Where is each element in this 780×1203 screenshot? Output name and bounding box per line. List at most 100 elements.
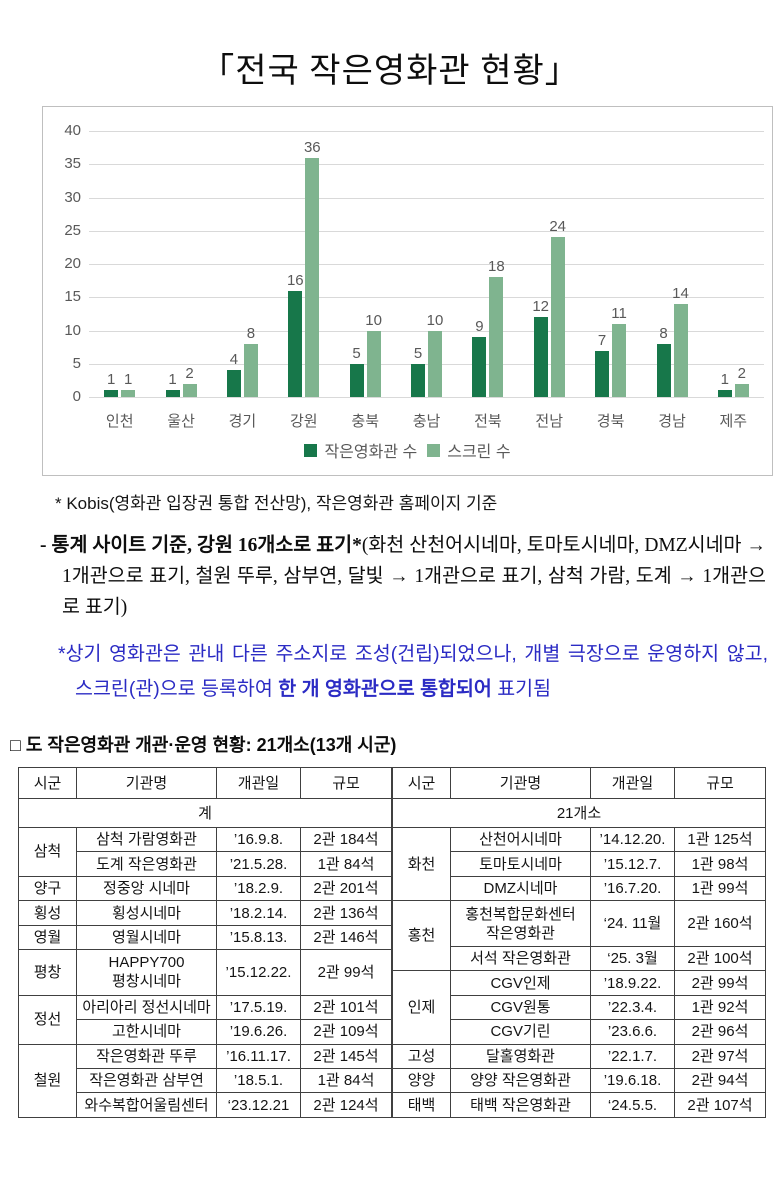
name-cell: 양양 작은영화관 [450,1068,591,1094]
chart-bar [550,237,565,397]
chart-bar [104,390,119,397]
y-axis-label: 5 [72,354,81,372]
registration-note: *상기 영화관은 관내 다른 주소지로 조성(건립)되었으나, 개별 극장으로 … [58,637,768,707]
bar-value-label: 24 [549,218,567,236]
chart-bar [489,277,504,397]
size-cell: 2관 109석 [300,1019,392,1045]
chart-bar [288,290,303,397]
date-cell: ‘24. 11월 [590,900,675,947]
date-cell: ’14.12.20. [590,826,675,853]
bar-value-label: 1 [168,371,177,389]
sigun-cell: 고성 [392,1043,451,1070]
size-cell: 2관 96석 [674,1019,766,1045]
size-cell: 2관 201석 [300,875,392,902]
bar-value-label: 14 [672,284,689,302]
gridline [89,297,764,299]
y-axis-label: 40 [64,122,81,139]
table-header-cell: 기관명 [450,767,591,799]
y-axis-label: 10 [64,321,81,339]
name-cell: 홍천복합문화센터 작은영화관 [450,900,591,947]
table-header-cell: 시군 [392,767,451,799]
table-row: 양양 양양 작은영화관 ’19.6.18. 2관 94석 [392,1068,766,1094]
sigun-cell: 태백 [392,1092,451,1118]
bar-value-label: 1 [107,371,116,389]
cinema-table-left: 시군 기관명 개관일 규모 계 삼척 삼척 가람영화관 ’16.9.8. 2관 184석 도계 작… [18,767,392,1119]
legend-marker-icon [427,443,441,457]
name-cell: 고한시네마 [76,1019,217,1045]
sigun-cell: 평창 [18,949,77,996]
chart-bar [165,390,180,397]
table-row: 토마토시네마 ’15.12.7. 1관 98석 [393,851,766,877]
date-cell: ’22.3.4. [590,994,675,1021]
size-cell: 2관 160석 [674,900,766,947]
name-cell: 영월시네마 [76,924,217,951]
stat-note-normal: (화천 산천어시네마, 토마토시네마, DMZ시네마 → 1개관으로 표기, 철… [62,535,766,618]
name-cell: 삼척 가람영화관 [76,826,217,853]
table-row: CGV기린 ’23.6.6. 2관 96석 [393,1019,766,1045]
table-row: 작은영화관 삼부연 ’18.5.1. 1관 84석 [19,1068,392,1094]
size-cell: 1관 125석 [674,826,766,853]
table-row: 평창 HAPPY700 평창시네마 ’15.12.22. 2관 99석 [18,949,392,996]
chart-bar [656,343,671,397]
bar-value-label: 11 [611,304,627,322]
table-row: 홍천 홍천복합문화센터 작은영화관 ‘24. 11월 2관 160석 [392,900,766,972]
bar-value-label: 18 [488,258,505,276]
size-cell: 1관 84석 [300,1068,392,1094]
x-axis-label: 인천 [105,413,134,430]
table-row: 서석 작은영화관 ‘25. 3월 2관 100석 [393,945,766,972]
cinema-table-right: 시군 기관명 개관일 규모 21개소 화천 산천어시네마 ’14.12.20. 1관 125석 토… [392,767,766,1118]
chart-bar [182,383,197,397]
bar-value-label: 12 [532,298,550,316]
chart-bar [595,350,610,397]
size-cell: 1관 92석 [674,994,766,1021]
table-row: 영월 영월시네마 ’15.8.13. 2관 146석 [18,924,392,951]
gridline [89,230,764,232]
chart-bar [717,390,732,397]
y-axis-label: 15 [64,288,81,306]
table-header-cell: 개관일 [590,767,675,799]
table-header-cell: 기관명 [76,767,217,799]
registration-note-post: 표기됨 [491,678,552,700]
date-cell: ’16.11.17. [216,1043,301,1070]
section-heading: □ 도 작은영화관 개관·운영 현황: 21개소(13개 시군) [10,735,397,755]
cinema-table-wrapper: 시군 기관명 개관일 규모 계 삼척 삼척 가람영화관 ’16.9.8. 2관 184석 도계 작… [18,767,766,1119]
bar-value-label: 7 [597,331,607,349]
date-cell: ’19.6.18. [590,1068,675,1094]
bar-value-label: 1 [124,371,133,389]
date-cell: ’15.8.13. [216,924,301,951]
table-row: 정선 아리아리 정선시네마 ’17.5.19. 2관 101석 [18,994,392,1045]
sigun-cell: 인제 [392,970,451,1045]
date-cell: ’15.12.22. [216,949,301,996]
name-cell: 토마토시네마 [450,851,591,877]
date-cell: ’18.2.9. [216,875,301,902]
name-cell: 태백 작은영화관 [450,1092,591,1118]
gridline [89,131,764,132]
size-cell: 1관 84석 [300,851,392,877]
gridline [89,197,764,199]
date-cell: ’16.7.20. [590,875,675,902]
table-summary-cell: 계 [18,798,392,828]
date-cell: ’23.6.6. [590,1019,675,1045]
table-header-cell: 규모 [674,767,766,799]
chart-bar [673,303,688,397]
stat-note: - 통계 사이트 기준, 강원 16개소로 표기*(화천 산천어시네마, 토마토… [40,530,766,623]
name-cell: 달홀영화관 [450,1043,591,1070]
table-row: 철원 작은영화관 뚜루 ’16.11.17. 2관 145석 [18,1043,392,1119]
table-row: 고성 달홀영화관 ’22.1.7. 2관 97석 [392,1043,766,1070]
table-row: 횡성 횡성시네마 ’18.2.14. 2관 136석 [18,900,392,926]
table-header-cell: 시군 [18,767,77,799]
legend-item: 스크린 수 [427,438,511,462]
name-cell: 작은영화관 삼부연 [76,1068,217,1094]
name-cell: 서석 작은영화관 [450,945,591,972]
date-cell: ’18.2.14. [216,900,301,926]
table-row: 고한시네마 ’19.6.26. 2관 109석 [19,1019,392,1045]
bar-value-label: 5 [352,344,361,362]
size-cell: 2관 97석 [674,1043,766,1070]
chart-bar [612,323,627,397]
bar-value-label: 8 [246,324,256,342]
date-cell: ’15.12.7. [590,851,675,877]
y-axis-label: 0 [72,388,81,405]
gridline [89,330,764,332]
gridline [89,264,764,265]
date-cell: ’17.5.19. [216,994,301,1021]
